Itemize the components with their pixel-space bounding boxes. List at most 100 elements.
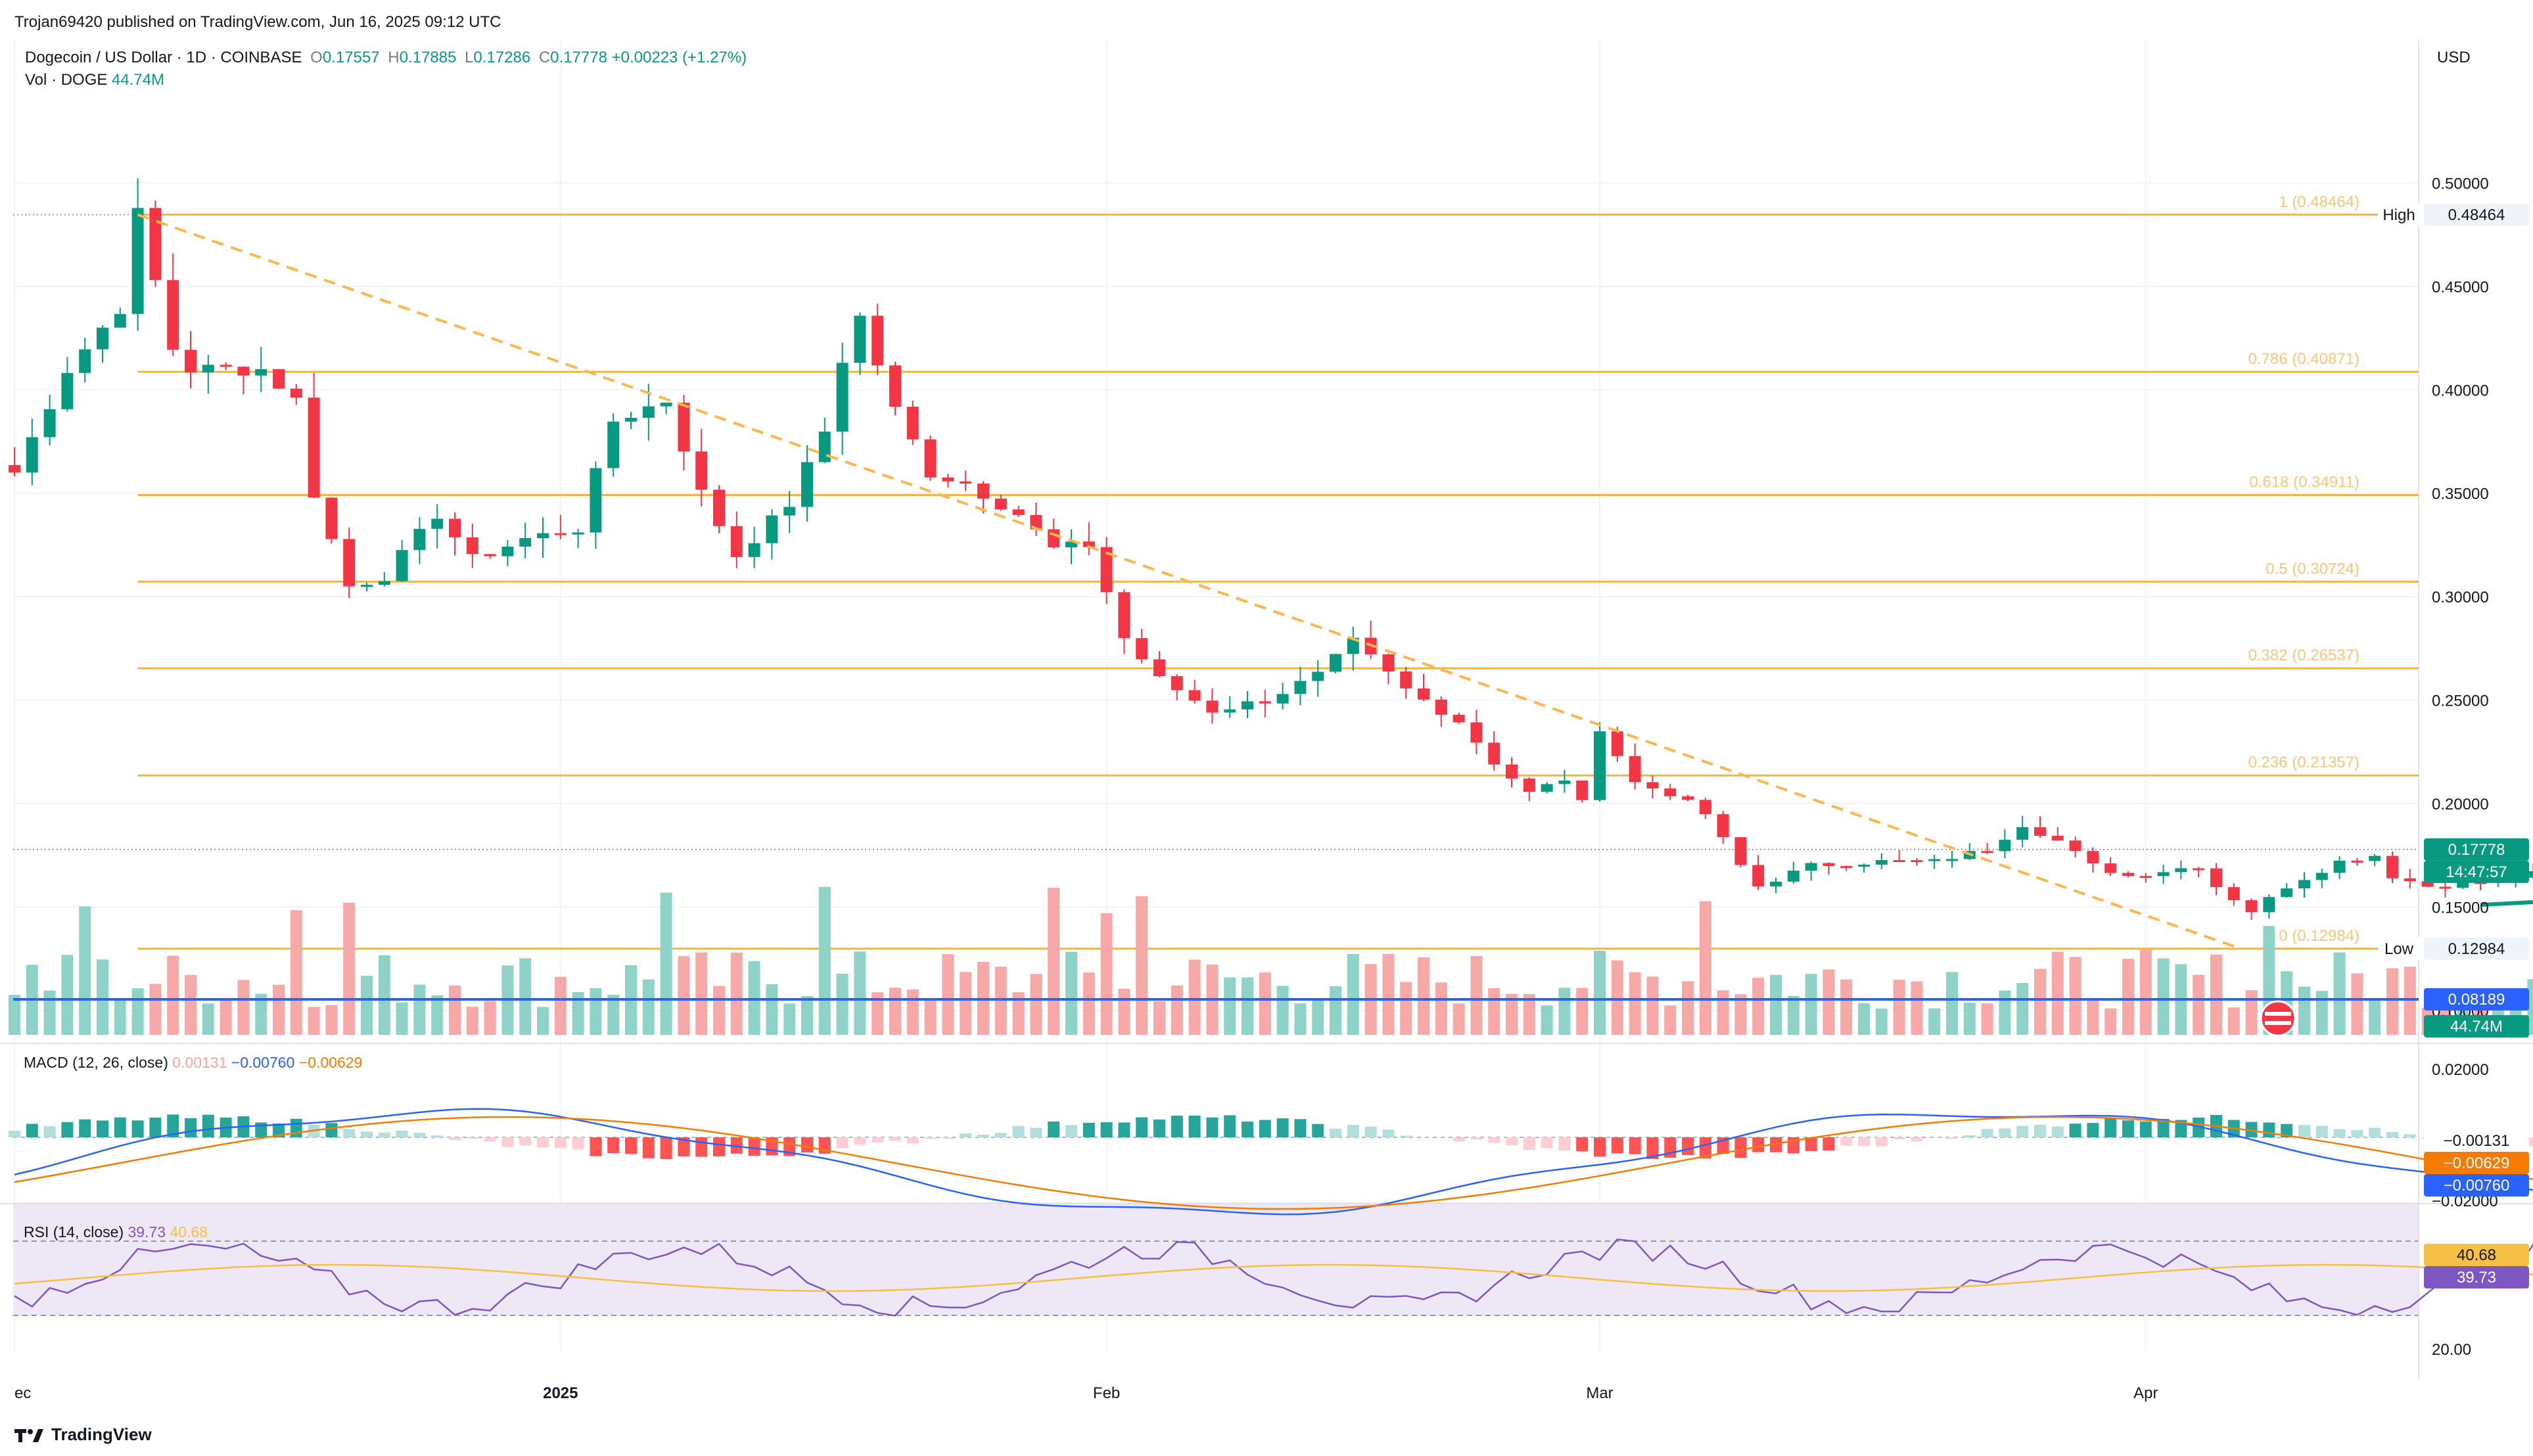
- macd-bar: [2051, 1126, 2064, 1137]
- candle-body: [2104, 863, 2117, 873]
- macd-bar: [343, 1129, 356, 1137]
- macd-bar: [79, 1119, 91, 1137]
- low-label: L: [465, 49, 474, 66]
- macd-bar: [977, 1134, 989, 1137]
- candle-body: [1981, 851, 1993, 853]
- candle-body: [466, 537, 478, 555]
- volume-bar: [1418, 957, 1429, 1035]
- candle-body: [977, 483, 989, 499]
- volume-bar: [308, 1007, 320, 1035]
- candle-body: [220, 365, 232, 367]
- countdown-tag: 14:47:57: [2446, 863, 2507, 881]
- volume-tag: 44.74M: [2450, 1018, 2503, 1035]
- macd-bar: [1963, 1135, 1976, 1137]
- macd-bar: [871, 1137, 884, 1143]
- rsi-value: 39.73: [128, 1223, 166, 1240]
- candle-body: [343, 539, 356, 587]
- volume-bar: [2351, 973, 2363, 1035]
- macd-axis-tick: 0.02000: [2432, 1061, 2489, 1079]
- macd-bar: [1928, 1137, 1941, 1138]
- candle-body: [1082, 541, 1095, 547]
- candle-body: [413, 528, 426, 551]
- candle-body: [1171, 676, 1183, 691]
- volume-bar: [2139, 949, 2152, 1035]
- candle-body: [26, 437, 38, 473]
- macd-bar: [2351, 1130, 2363, 1137]
- candle-body: [1224, 709, 1236, 713]
- candle-body: [2157, 872, 2170, 876]
- rsi-tag-bg: [2424, 1266, 2529, 1288]
- candle-body: [449, 518, 461, 537]
- candle-body: [1664, 788, 1677, 796]
- tradingview-logo[interactable]: TradingView: [14, 1424, 152, 1445]
- volume-bar: [1611, 960, 1623, 1035]
- macd-label: MACD (12, 26, close): [24, 1054, 168, 1071]
- candle-body: [1717, 814, 1729, 838]
- tradingview-logo-icon: [14, 1426, 45, 1444]
- currency-label[interactable]: USD: [2437, 49, 2471, 66]
- macd-bar: [1646, 1137, 1659, 1159]
- candle-body: [818, 431, 831, 463]
- volume-bar: [1435, 982, 1447, 1035]
- macd-bar: [501, 1137, 514, 1147]
- price-axis-tick: 0.25000: [2432, 693, 2489, 710]
- volume-legend[interactable]: Vol · DOGE 44.74M: [25, 71, 164, 89]
- candle-body: [255, 369, 267, 376]
- macd-bar: [1558, 1137, 1571, 1150]
- macd-bar: [2139, 1121, 2152, 1137]
- macd-legend[interactable]: MACD (12, 26, close) 0.00131 −0.00760 −0…: [24, 1054, 362, 1072]
- candle-body: [2315, 873, 2328, 880]
- macd-bar: [2369, 1127, 2381, 1137]
- candle-body: [1823, 863, 1835, 867]
- rsi-label: RSI (14, close): [24, 1223, 124, 1240]
- volume-ma-tag-bg: [2424, 988, 2529, 1011]
- volume-bar: [713, 986, 725, 1035]
- macd-bar: [2281, 1124, 2293, 1137]
- candle-body: [501, 546, 514, 557]
- fib-retracement: [137, 214, 2419, 950]
- macd-bar: [1452, 1137, 1465, 1142]
- macd-bar: [1911, 1137, 1923, 1142]
- rsi-axis-tick: 20.00: [2432, 1341, 2471, 1359]
- rsi-legend[interactable]: RSI (14, close) 39.73 40.68: [24, 1223, 208, 1241]
- volume-bar: [2315, 991, 2328, 1035]
- candle-body: [237, 367, 250, 376]
- candle-body: [2439, 886, 2452, 889]
- time-axis-label: Mar: [1586, 1384, 1613, 1402]
- macd-bar: [1734, 1137, 1747, 1158]
- candle-body: [1100, 547, 1113, 593]
- macd-bar: [1242, 1121, 1253, 1137]
- rsi-line: [14, 1238, 2533, 1317]
- candle-body: [1734, 837, 1747, 865]
- candle-body: [97, 327, 108, 350]
- symbol-name[interactable]: Dogecoin / US Dollar · 1D · COINBASE: [25, 49, 302, 66]
- candle-body: [519, 538, 532, 547]
- rsi-ma-line: [14, 1263, 2533, 1292]
- volume-bar: [1717, 990, 1729, 1035]
- candle-body: [431, 518, 444, 529]
- macd-bar: [2069, 1124, 2081, 1137]
- fib-level-label: 1 (0.48464): [2279, 193, 2359, 211]
- volume-bar: [2034, 968, 2046, 1035]
- volume-bar: [1752, 978, 1765, 1035]
- candle-body: [1646, 782, 1659, 789]
- macd-bar: [942, 1137, 954, 1139]
- macd-bar: [994, 1133, 1007, 1137]
- symbol-legend[interactable]: Dogecoin / US Dollar · 1D · COINBASE O0.…: [25, 49, 747, 67]
- volume-bar: [396, 1002, 408, 1035]
- volume-bar: [1224, 977, 1236, 1035]
- low-price-tag-bg: [2424, 937, 2529, 960]
- volume-bar: [114, 997, 126, 1035]
- candle-body: [871, 315, 884, 366]
- grid-lines: [13, 39, 2419, 1351]
- volume-bar: [960, 972, 972, 1035]
- volume-bar: [1347, 953, 1359, 1035]
- candle-body: [1153, 659, 1165, 677]
- macd-bar: [660, 1137, 672, 1160]
- high-label: H: [388, 49, 400, 66]
- candle-body: [43, 409, 56, 438]
- time-axis-label: 2025: [543, 1384, 578, 1402]
- macd-bar: [290, 1118, 302, 1137]
- volume-bar: [1541, 1005, 1553, 1035]
